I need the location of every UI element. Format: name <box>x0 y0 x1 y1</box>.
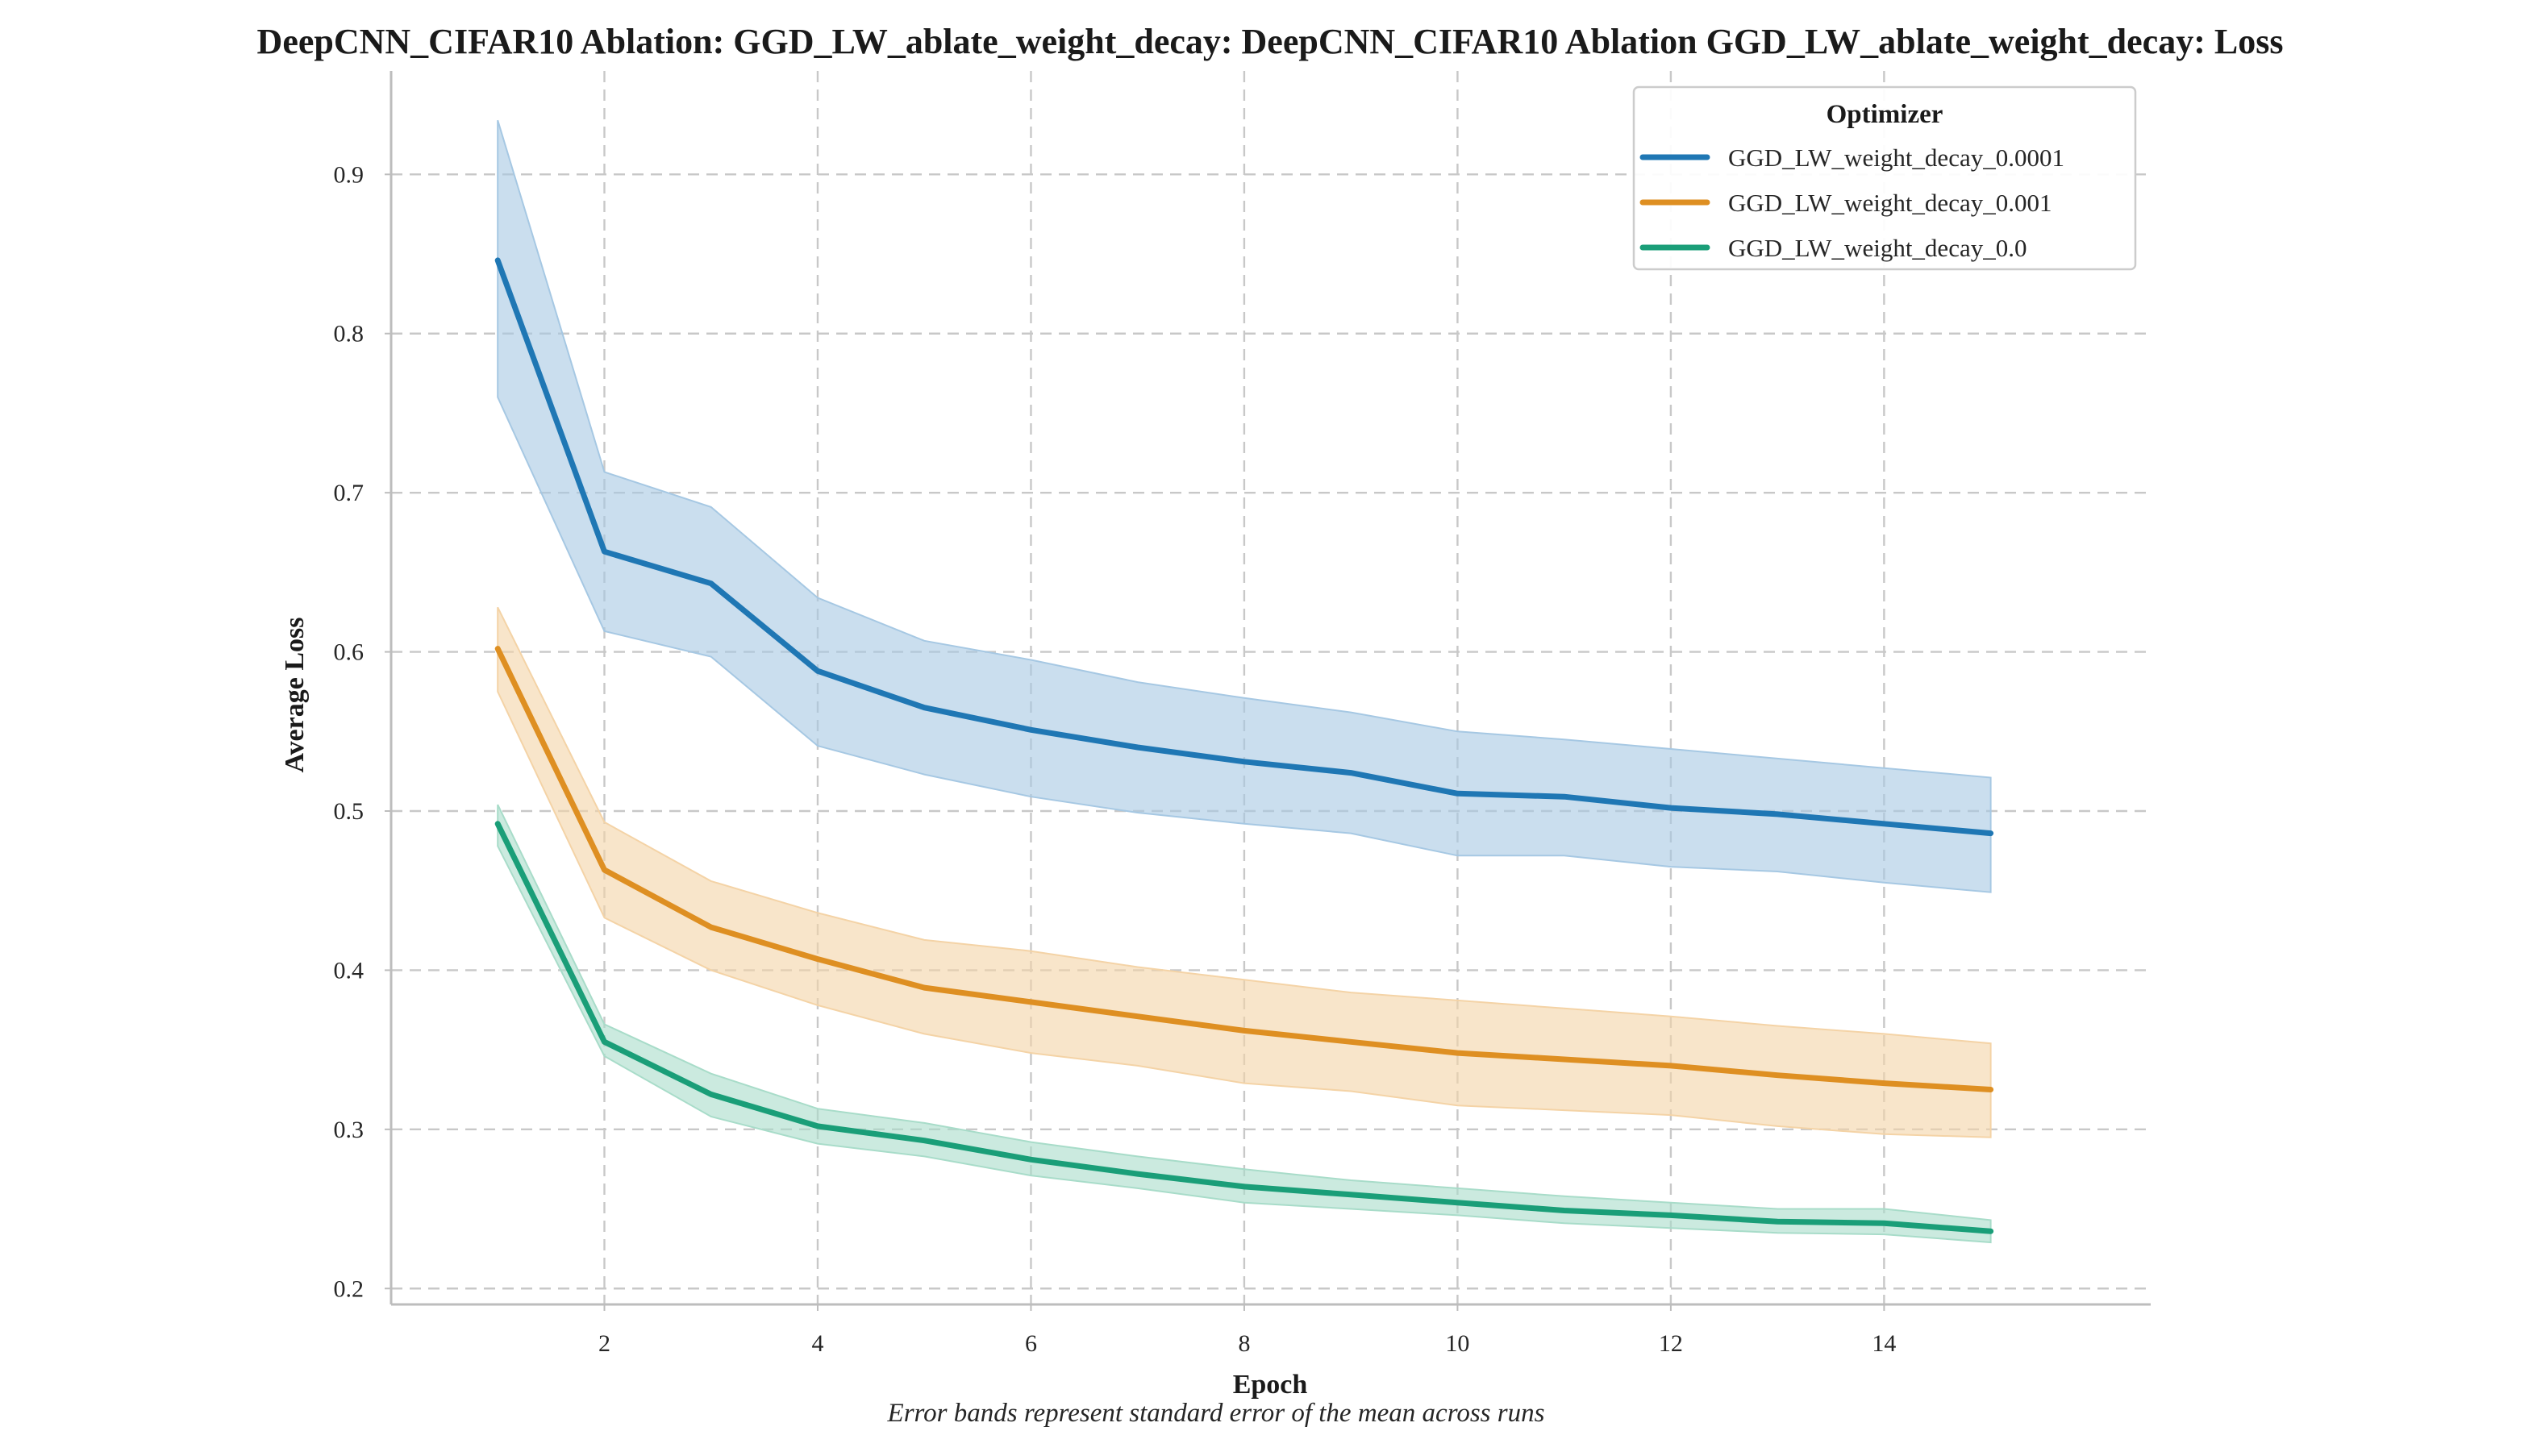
series-lines <box>494 257 1994 1234</box>
y-tick-label: 0.8 <box>334 321 364 347</box>
x-axis-label: Epoch <box>1233 1370 1308 1400</box>
x-tick-label: 10 <box>1445 1330 1469 1357</box>
y-tick-label: 0.4 <box>334 957 364 984</box>
legend: Optimizer GGD_LW_weight_decay_0.0001GGD_… <box>1632 85 2137 271</box>
x-tick-label: 4 <box>811 1330 823 1357</box>
y-tick-label: 0.6 <box>334 639 364 666</box>
y-tick-label: 0.5 <box>334 798 364 825</box>
grid-lines <box>391 71 2151 1304</box>
legend-frame <box>1632 85 2137 271</box>
legend-label-2: GGD_LW_weight_decay_0.001 <box>1728 189 2052 217</box>
legend-title: Optimizer <box>1827 100 1943 129</box>
x-tick-label: 2 <box>598 1330 610 1357</box>
x-tick-label: 12 <box>1659 1330 1683 1357</box>
x-tick-label: 8 <box>1238 1330 1250 1357</box>
error-band-series-1 <box>497 119 1992 893</box>
error-band-series-2 <box>497 606 1992 1138</box>
y-tick-label: 0.7 <box>334 480 364 506</box>
chart-title: DeepCNN_CIFAR10 Ablation: GGD_LW_ablate_… <box>257 22 2284 61</box>
legend-label-3: GGD_LW_weight_decay_0.0 <box>1728 234 2027 262</box>
y-tick-label: 0.2 <box>334 1275 364 1302</box>
axes: 2 4 6 8 10 12 14 0.2 0.3 0.4 0.5 0.6 0.7 0.8 0.9 <box>334 71 2151 1357</box>
y-axis-label: Average Loss <box>280 618 310 773</box>
y-tick-label: 0.3 <box>334 1117 364 1143</box>
x-tick-label: 14 <box>1872 1330 1896 1357</box>
chart-caption: Error bands represent standard error of … <box>887 1399 1545 1428</box>
series-line-1 <box>494 257 1994 837</box>
y-tick-label: 0.9 <box>334 161 364 188</box>
series-line-2 <box>494 646 1994 1092</box>
x-tick-label: 6 <box>1025 1330 1037 1357</box>
legend-entries: GGD_LW_weight_decay_0.0001 GGD_LW_weight_… <box>1639 144 2064 262</box>
series-line-3 <box>494 821 1994 1234</box>
legend-label-1: GGD_LW_weight_decay_0.0001 <box>1728 144 2064 172</box>
